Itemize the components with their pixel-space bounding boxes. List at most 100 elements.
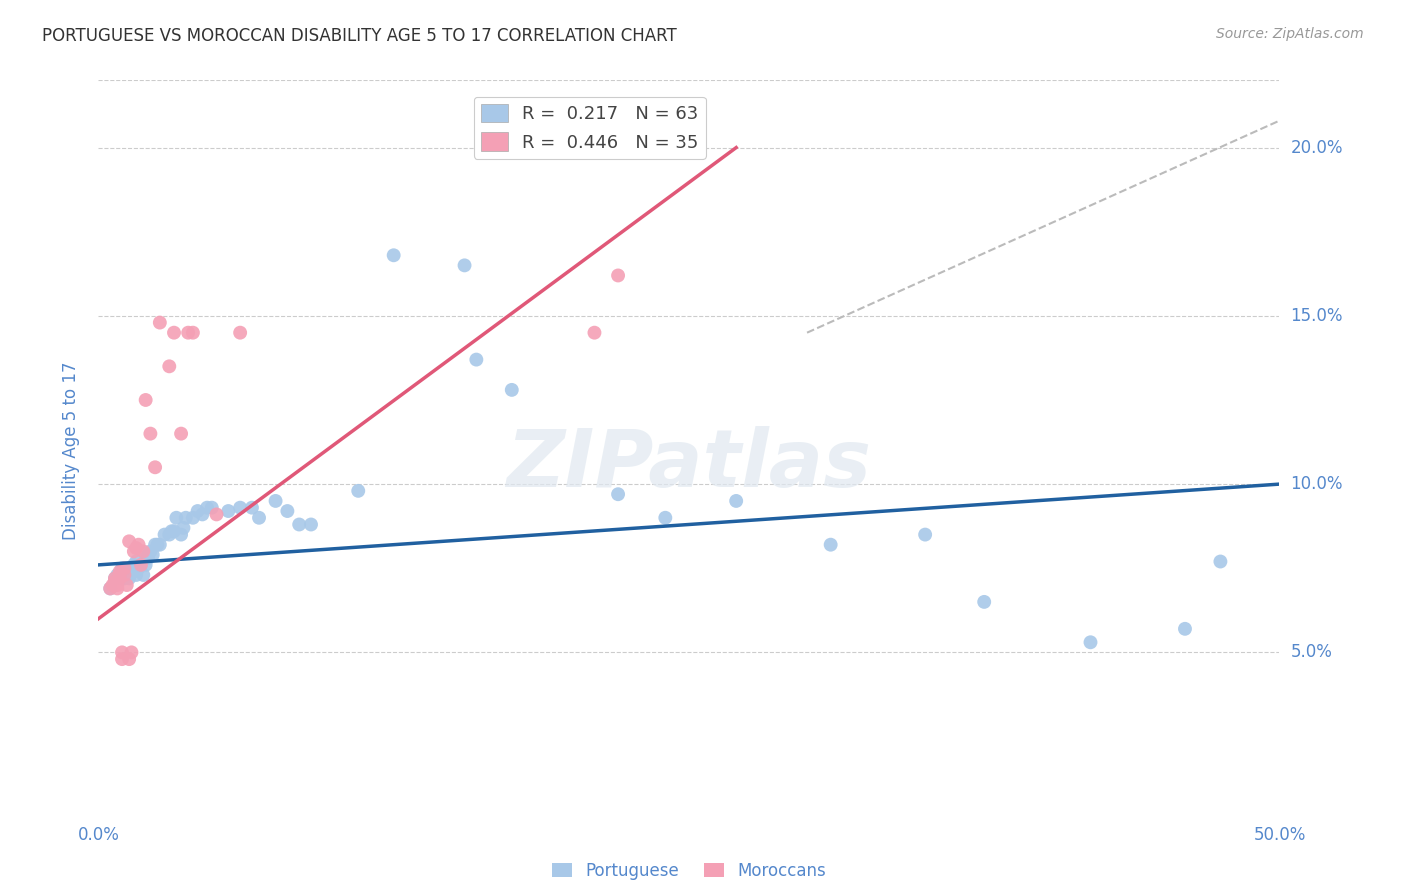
Point: [105, 568, 128, 582]
Point: [264, 494, 287, 508]
Point: [105, 582, 128, 596]
Point: [118, 571, 141, 585]
Point: [157, 359, 180, 374]
Point: [122, 565, 145, 579]
Text: Source: ZipAtlas.com: Source: ZipAtlas.com: [1216, 27, 1364, 41]
Point: [149, 316, 172, 330]
Point: [136, 548, 159, 562]
Point: [132, 568, 155, 582]
Point: [191, 508, 214, 522]
Text: PORTUGUESE VS MOROCCAN DISABILITY AGE 5 TO 17 CORRELATION CHART: PORTUGUESE VS MOROCCAN DISABILITY AGE 5 …: [42, 27, 676, 45]
Point: [143, 460, 166, 475]
Text: ZIPatlas: ZIPatlas: [506, 426, 872, 504]
Point: [170, 426, 193, 441]
Point: [139, 426, 162, 441]
Point: [229, 326, 252, 340]
Point: [240, 500, 263, 515]
Text: 5.0%: 5.0%: [1291, 643, 1333, 661]
Point: [118, 561, 141, 575]
Point: [115, 578, 138, 592]
Point: [111, 561, 134, 575]
Point: [108, 565, 131, 579]
Point: [115, 568, 138, 582]
Point: [108, 568, 131, 582]
Point: [153, 527, 176, 541]
Point: [973, 595, 995, 609]
Text: 10.0%: 10.0%: [1291, 475, 1343, 493]
Point: [139, 544, 162, 558]
Point: [136, 551, 159, 566]
Legend: Portuguese, Moroccans: Portuguese, Moroccans: [546, 855, 832, 887]
Point: [128, 561, 150, 575]
Point: [122, 544, 145, 558]
Point: [247, 510, 270, 524]
Point: [104, 574, 127, 589]
Point: [174, 510, 197, 524]
Point: [170, 527, 193, 541]
Point: [111, 571, 134, 585]
Point: [217, 504, 239, 518]
Point: [129, 558, 152, 572]
Point: [121, 645, 143, 659]
Point: [160, 524, 183, 539]
Point: [205, 508, 228, 522]
Point: [132, 544, 155, 558]
Point: [163, 326, 186, 340]
Point: [276, 504, 298, 518]
Point: [125, 541, 148, 555]
Point: [112, 568, 135, 582]
Point: [143, 538, 166, 552]
Text: 15.0%: 15.0%: [1291, 307, 1343, 325]
Point: [98, 582, 121, 596]
Point: [118, 534, 141, 549]
Point: [157, 527, 180, 541]
Point: [135, 392, 157, 407]
Point: [453, 259, 475, 273]
Point: [181, 326, 204, 340]
Point: [177, 326, 200, 340]
Point: [98, 582, 121, 596]
Point: [201, 500, 224, 515]
Point: [654, 510, 676, 524]
Text: 20.0%: 20.0%: [1291, 138, 1343, 157]
Point: [104, 571, 127, 585]
Point: [101, 578, 124, 592]
Point: [146, 538, 169, 552]
Point: [122, 558, 145, 572]
Point: [1174, 622, 1197, 636]
Point: [125, 568, 148, 582]
Point: [129, 558, 152, 572]
Point: [111, 565, 134, 579]
Point: [820, 538, 842, 552]
Point: [299, 517, 322, 532]
Point: [112, 571, 135, 585]
Point: [914, 527, 936, 541]
Point: [135, 558, 157, 572]
Point: [382, 248, 405, 262]
Point: [1080, 635, 1102, 649]
Point: [181, 510, 204, 524]
Point: [163, 524, 186, 539]
Point: [142, 548, 165, 562]
Point: [288, 517, 311, 532]
Point: [108, 571, 131, 585]
Point: [583, 326, 606, 340]
Point: [195, 500, 218, 515]
Point: [149, 538, 172, 552]
Point: [111, 645, 134, 659]
Point: [108, 568, 131, 582]
Point: [347, 483, 370, 498]
Point: [501, 383, 523, 397]
Point: [121, 565, 143, 579]
Point: [112, 561, 135, 575]
Point: [229, 500, 252, 515]
Point: [1209, 554, 1232, 569]
Point: [607, 268, 630, 283]
Point: [172, 521, 194, 535]
Point: [607, 487, 630, 501]
Point: [111, 652, 134, 666]
Point: [165, 510, 187, 524]
Point: [104, 571, 127, 585]
Point: [465, 352, 488, 367]
Y-axis label: Disability Age 5 to 17: Disability Age 5 to 17: [62, 361, 80, 540]
